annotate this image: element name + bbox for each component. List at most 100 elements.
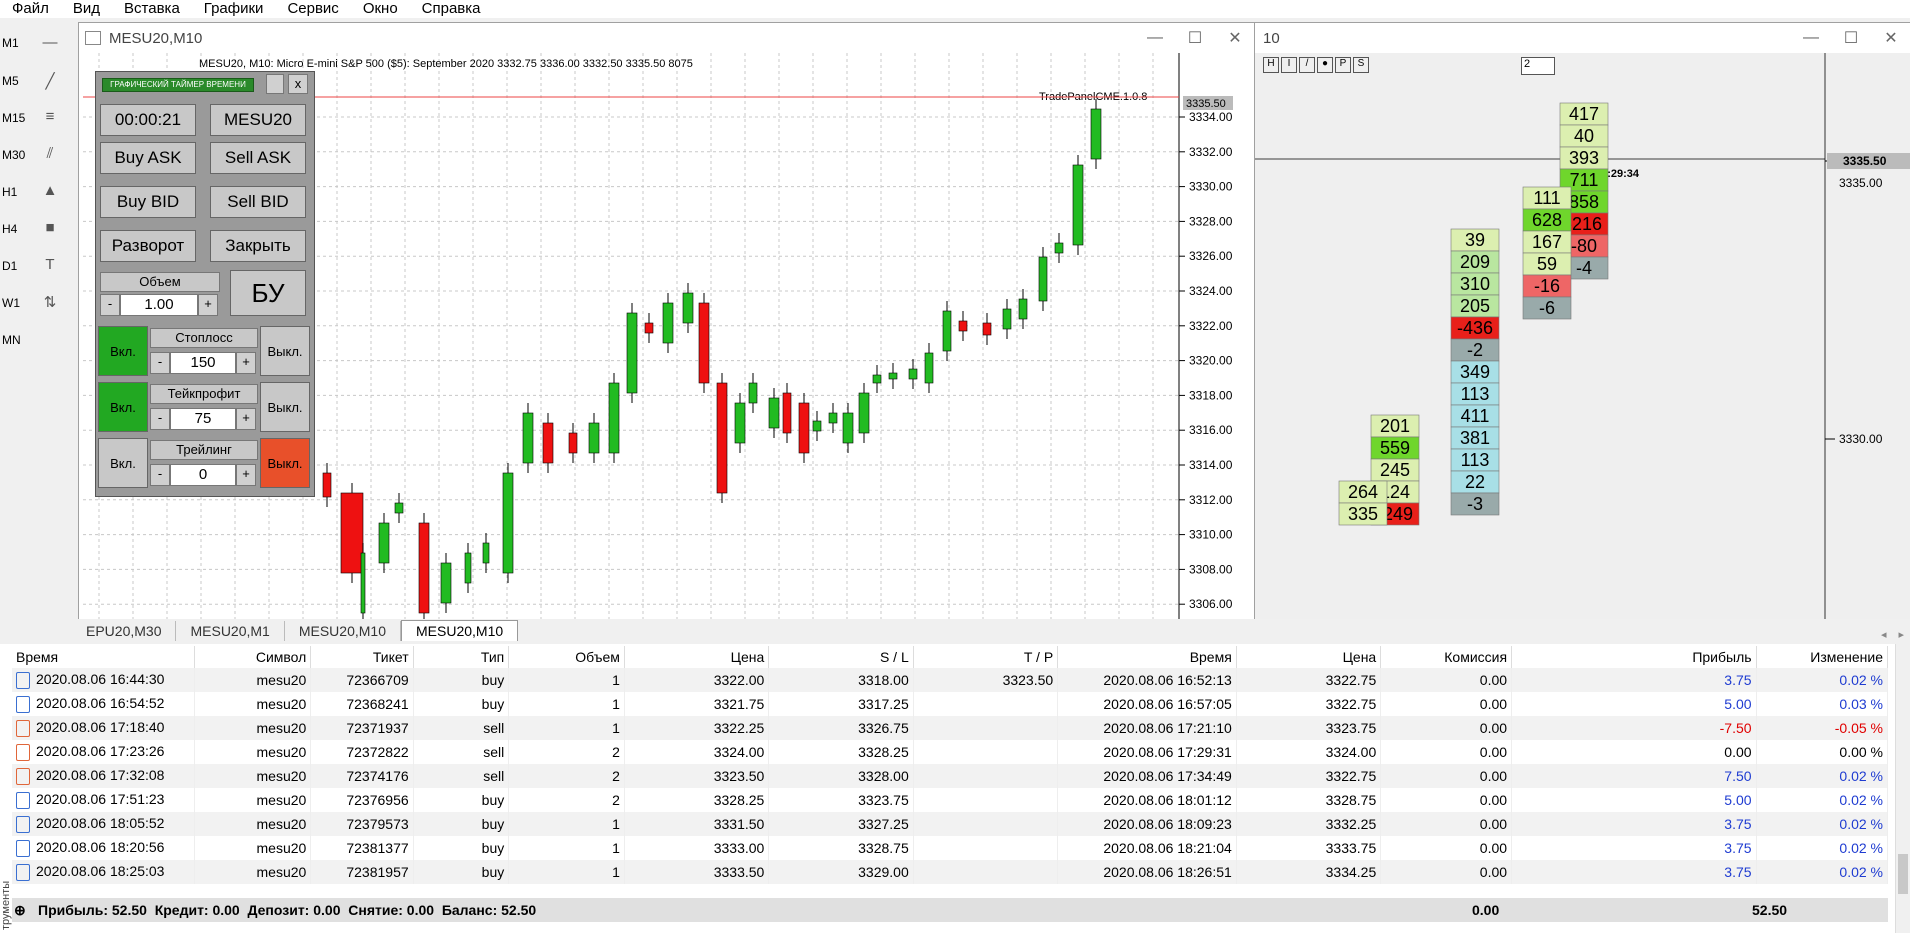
tab-mesu20-m10-active[interactable]: MESU20,M10: [401, 620, 519, 641]
volume-minus-button[interactable]: -: [100, 294, 120, 316]
table-row[interactable]: 2020.08.06 16:44:30 mesu20 72366709 buy 1 332…: [12, 668, 1889, 692]
footprint-chart[interactable]: 3335.50 3335.00 3330.00 23:29:34 4174039…: [1255, 53, 1910, 619]
menu-tools[interactable]: Сервис: [287, 0, 339, 17]
timeframe-m5[interactable]: M5: [2, 74, 19, 88]
timeframe-mn[interactable]: MN: [2, 333, 21, 347]
close-icon[interactable]: ✕: [1884, 30, 1898, 47]
takeprofit-off-button[interactable]: Выкл.: [260, 382, 310, 432]
panel-minimize-button[interactable]: [266, 74, 284, 94]
trailing-minus-button[interactable]: -: [150, 464, 170, 486]
col-sl[interactable]: S / L: [768, 646, 914, 668]
col-symbol[interactable]: Символ: [194, 646, 312, 668]
minimize-icon[interactable]: —: [1147, 29, 1163, 46]
takeprofit-plus-button[interactable]: +: [236, 408, 256, 430]
toolbar-tool-icon[interactable]: /: [1299, 57, 1315, 73]
horizontal-line-icon[interactable]: —: [42, 34, 58, 51]
col-tp[interactable]: T / P: [913, 646, 1059, 668]
text-tool-icon[interactable]: T: [45, 256, 55, 273]
spinner-field[interactable]: 2: [1521, 57, 1555, 75]
table-row[interactable]: 2020.08.06 18:05:52 mesu20 72379573 buy 1 333…: [12, 812, 1889, 836]
trailing-off-button[interactable]: Выкл.: [260, 438, 310, 488]
tabs-scroll-right-icon[interactable]: ▸: [1898, 629, 1904, 641]
col-volume[interactable]: Объем: [508, 646, 625, 668]
menu-charts[interactable]: Графики: [203, 0, 264, 17]
history-scrollbar[interactable]: [1895, 644, 1910, 933]
buy-ask-button[interactable]: Buy ASK: [100, 142, 196, 174]
tabs-scroll-left-icon[interactable]: ◂: [1880, 629, 1887, 641]
triangle-icon[interactable]: ▲: [42, 182, 58, 199]
sell-bid-button[interactable]: Sell BID: [210, 186, 306, 218]
timeframe-m1[interactable]: M1: [2, 36, 19, 50]
col-close-price[interactable]: Цена: [1236, 646, 1382, 668]
col-type[interactable]: Тип: [413, 646, 510, 668]
reverse-button[interactable]: Разворот: [100, 230, 196, 262]
col-open-price[interactable]: Цена: [624, 646, 770, 668]
timeframe-m30[interactable]: M30: [2, 148, 26, 162]
toolbar-tool-icon[interactable]: P: [1335, 57, 1351, 73]
table-row[interactable]: 2020.08.06 17:32:08 mesu20 72374176 sell 2 33…: [12, 764, 1889, 788]
menu-help[interactable]: Справка: [421, 0, 481, 17]
stoploss-on-button[interactable]: Вкл.: [98, 326, 148, 376]
arrows-tool-icon[interactable]: ⇅: [43, 294, 57, 311]
panel-close-button[interactable]: x: [288, 74, 308, 94]
timeframe-d1[interactable]: D1: [2, 259, 18, 273]
timeframe-h4[interactable]: H4: [2, 222, 18, 236]
volume-field[interactable]: 1.00: [120, 294, 198, 316]
table-row[interactable]: 2020.08.06 16:54:52 mesu20 72368241 buy 1 332…: [12, 692, 1889, 716]
trailing-on-button[interactable]: Вкл.: [98, 438, 148, 488]
trend-line-icon[interactable]: ╱: [45, 73, 55, 90]
takeprofit-minus-button[interactable]: -: [150, 408, 170, 430]
table-row[interactable]: 2020.08.06 17:18:40 mesu20 72371937 sell 1 33…: [12, 716, 1889, 740]
toolbar-tool-icon[interactable]: H: [1263, 57, 1279, 73]
toolbox-side-label[interactable]: трументы: [0, 880, 12, 930]
maximize-icon[interactable]: ☐: [1843, 30, 1859, 47]
trailing-plus-button[interactable]: +: [236, 464, 256, 486]
col-ticket[interactable]: Тикет: [310, 646, 414, 668]
col-commission[interactable]: Комиссия: [1380, 646, 1513, 668]
volume-plus-button[interactable]: +: [198, 294, 218, 316]
col-close-time[interactable]: Время: [1057, 646, 1237, 668]
buy-bid-button[interactable]: Buy BID: [100, 186, 196, 218]
minimize-icon[interactable]: —: [1803, 29, 1819, 46]
fibo-levels-icon[interactable]: ≡: [45, 108, 55, 125]
table-row[interactable]: 2020.08.06 17:51:23 mesu20 72376956 buy 2 332…: [12, 788, 1889, 812]
table-cell: buy: [413, 812, 510, 836]
takeprofit-field[interactable]: 75: [170, 408, 236, 430]
close-position-button[interactable]: Закрыть: [210, 230, 306, 262]
col-open-time[interactable]: Время: [12, 646, 196, 668]
tab-epu20-m30[interactable]: EPU20,M30: [72, 621, 177, 641]
menu-insert[interactable]: Вставка: [124, 0, 180, 17]
tab-mesu20-m10[interactable]: MESU20,M10: [285, 621, 401, 641]
sell-ask-button[interactable]: Sell ASK: [210, 142, 306, 174]
maximize-icon[interactable]: ☐: [1187, 30, 1203, 47]
col-change[interactable]: Изменение: [1756, 646, 1889, 668]
table-row[interactable]: 2020.08.06 18:25:03 mesu20 72381957 buy 1 333…: [12, 860, 1889, 884]
stoploss-field[interactable]: 150: [170, 352, 236, 374]
table-row[interactable]: 2020.08.06 18:20:56 mesu20 72381377 buy 1 333…: [12, 836, 1889, 860]
rectangle-icon[interactable]: ■: [45, 219, 55, 236]
tab-mesu20-m1[interactable]: MESU20,M1: [176, 621, 285, 641]
menu-file[interactable]: Файл: [12, 0, 49, 17]
timeframe-h1[interactable]: H1: [2, 185, 18, 199]
toolbar-tool-icon[interactable]: S: [1353, 57, 1369, 73]
menu-view[interactable]: Вид: [72, 0, 101, 17]
table-row[interactable]: 2020.08.06 17:23:26 mesu20 72372822 sell 2 33…: [12, 740, 1889, 764]
table-cell: 72368241: [310, 692, 414, 716]
close-icon[interactable]: ✕: [1228, 30, 1242, 47]
toolbar-tool-icon[interactable]: ●: [1317, 57, 1333, 73]
breakeven-button[interactable]: БУ: [230, 270, 306, 316]
menu-window[interactable]: Окно: [362, 0, 398, 17]
stoploss-minus-button[interactable]: -: [150, 352, 170, 374]
stoploss-off-button[interactable]: Выкл.: [260, 326, 310, 376]
table-cell: 72379573: [310, 812, 414, 836]
summary-expand-icon[interactable]: ⊕: [14, 902, 26, 918]
toolbar-tool-icon[interactable]: I: [1281, 57, 1297, 73]
takeprofit-on-button[interactable]: Вкл.: [98, 382, 148, 432]
scrollbar-thumb[interactable]: [1898, 854, 1908, 894]
timeframe-m15[interactable]: M15: [2, 111, 26, 125]
fibo-fan-icon[interactable]: ⫽: [46, 145, 54, 162]
col-profit[interactable]: Прибыль: [1511, 646, 1757, 668]
stoploss-plus-button[interactable]: +: [236, 352, 256, 374]
trailing-field[interactable]: 0: [170, 464, 236, 486]
timeframe-w1[interactable]: W1: [2, 296, 20, 310]
